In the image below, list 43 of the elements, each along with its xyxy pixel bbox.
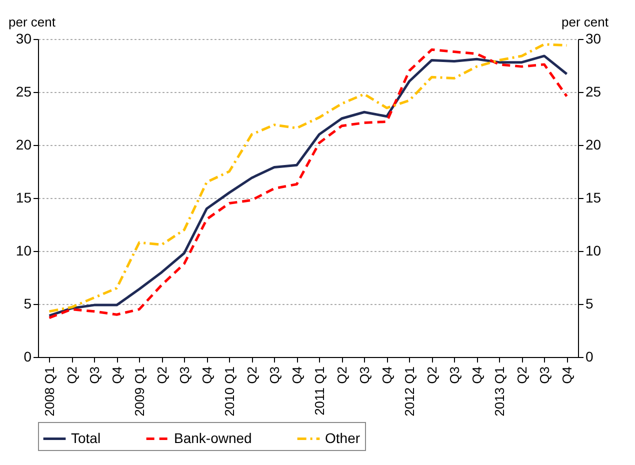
x-tick-label: Q2 xyxy=(64,366,80,384)
y-tick-label: 30 xyxy=(16,30,32,46)
x-tick-label: Q2 xyxy=(424,366,440,384)
x-tick-label: 2011 Q1 xyxy=(312,366,327,416)
y-tick-label: 20 xyxy=(16,136,32,152)
x-tick-label: Q4 xyxy=(109,366,124,384)
y2-tick-label: 5 xyxy=(586,296,594,312)
x-tick-label: 2013 Q1 xyxy=(492,366,507,416)
x-tick-label: Q4 xyxy=(289,366,304,384)
y2-tick-label: 10 xyxy=(586,242,602,258)
y2-tick-label: 0 xyxy=(586,348,594,364)
x-tick-label: 2010 Q1 xyxy=(222,366,237,416)
x-tick-label: Q3 xyxy=(266,366,282,384)
x-tick-label: Q2 xyxy=(334,366,350,384)
legend-label: Total xyxy=(71,430,101,446)
x-tick-label: Q4 xyxy=(559,366,574,384)
y2-axis-title: per cent xyxy=(562,14,609,30)
y2-tick-label: 20 xyxy=(586,136,602,152)
y-tick-label: 5 xyxy=(24,296,32,312)
x-tick-label: Q3 xyxy=(176,366,192,384)
y2-tick-label: 30 xyxy=(586,30,602,46)
y-tick-label: 25 xyxy=(16,84,32,100)
x-tick-label: Q2 xyxy=(154,366,170,384)
x-tick-label: Q3 xyxy=(86,366,102,384)
y-tick-label: 0 xyxy=(24,348,32,364)
x-tick-label: Q4 xyxy=(379,366,394,384)
y-axis-title: per cent xyxy=(8,14,56,30)
x-tick-label: Q2 xyxy=(244,366,260,384)
y2-tick-label: 25 xyxy=(586,84,602,100)
y-tick-label: 10 xyxy=(16,242,32,258)
y2-tick-label: 15 xyxy=(586,190,602,206)
x-tick-label: 2008 Q1 xyxy=(42,366,57,416)
x-tick-label: Q3 xyxy=(536,366,552,384)
legend-label: Other xyxy=(325,430,360,446)
x-tick-label: 2012 Q1 xyxy=(402,366,417,416)
y-tick-label: 15 xyxy=(16,190,32,206)
x-tick-label: Q3 xyxy=(446,366,462,384)
x-tick-label: 2009 Q1 xyxy=(132,366,147,416)
x-tick-label: Q2 xyxy=(514,366,530,384)
x-tick-label: Q4 xyxy=(199,366,214,384)
x-tick-label: Q3 xyxy=(356,366,372,384)
legend-label: Bank-owned xyxy=(174,430,252,446)
x-tick-label: Q4 xyxy=(469,366,484,384)
